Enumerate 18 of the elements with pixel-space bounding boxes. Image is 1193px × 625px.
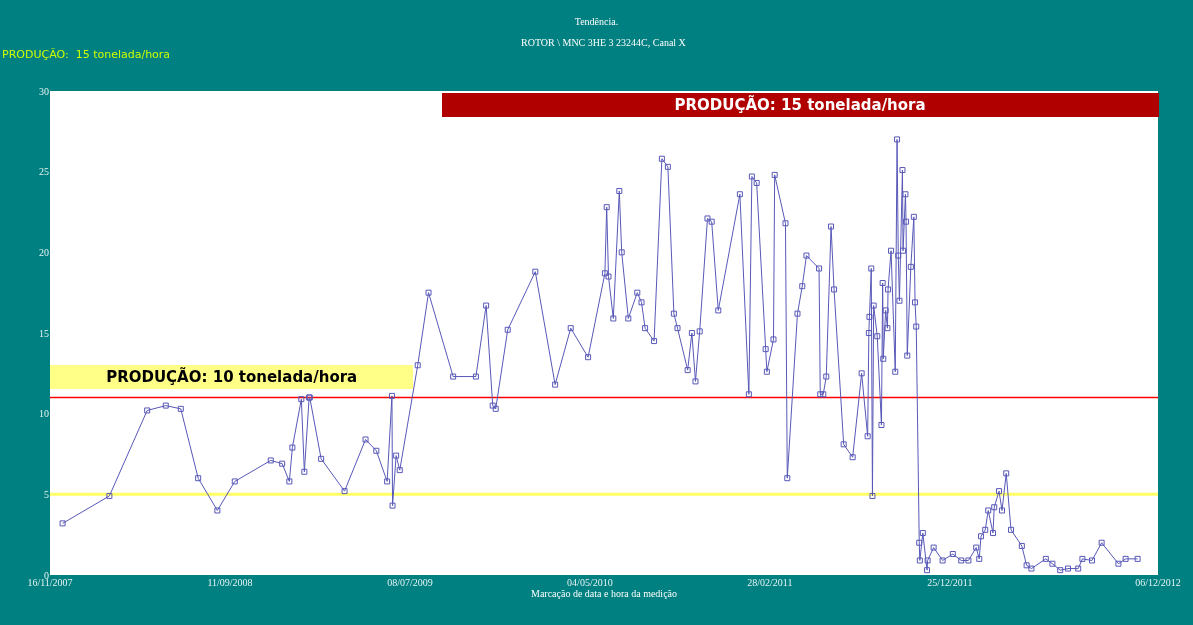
x-axis-title: Marcação de data e hora da medição: [530, 588, 678, 599]
x-tick-label: 11/09/2008: [207, 577, 253, 588]
y-tick-label: 15: [39, 327, 49, 339]
chart-title: Tendência.: [574, 16, 619, 28]
x-tick-label: 08/07/2009: [387, 577, 433, 588]
x-tick-label: 28/02/2011: [747, 577, 793, 588]
y-tick-label: 25: [39, 166, 49, 178]
y-tick-label: 10: [39, 408, 49, 420]
chart-subtitle: ROTOR \ MNC 3HE 3 23244C, Canal X: [521, 37, 687, 48]
y-tick-label: 30: [39, 85, 49, 97]
x-tick-label: 04/05/2010: [567, 577, 613, 588]
x-tick-label: 06/12/2012: [1135, 577, 1181, 588]
y-tick-label: 20: [39, 246, 49, 258]
banner: PRODUÇÃO: 15 tonelada/hora: [441, 93, 1159, 118]
y-tick-label: 5: [44, 488, 49, 500]
text: PRODUÇÃO: 15 tonelada/hora: [2, 48, 171, 61]
banner: PRODUÇÃO: 10 tonelada/hora: [50, 365, 414, 390]
x-tick-label: 25/12/2011: [927, 577, 973, 588]
